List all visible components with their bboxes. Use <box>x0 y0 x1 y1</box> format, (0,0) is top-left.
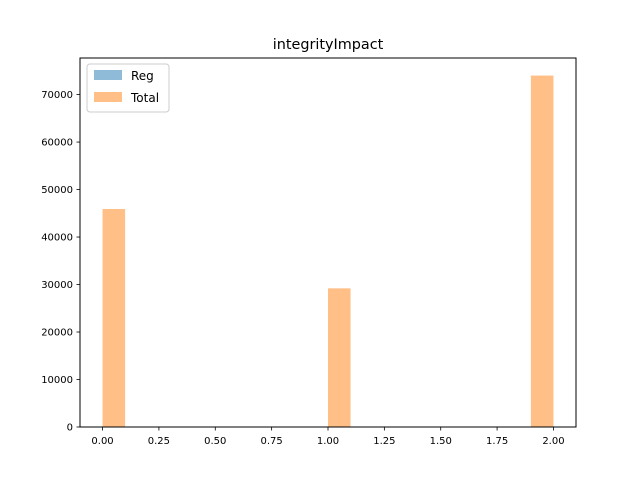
bar-total-1 <box>328 288 351 427</box>
x-tick-label: 0.00 <box>91 436 113 447</box>
bar-total-0 <box>102 209 126 427</box>
legend-label-total: Total <box>130 91 159 105</box>
x-tick-label: 0.75 <box>261 436 283 447</box>
y-tick-label: 30000 <box>41 280 73 291</box>
legend-swatch-reg <box>94 70 122 80</box>
x-tick-label: 0.25 <box>148 436 170 447</box>
y-tick-label: 0 <box>67 423 73 434</box>
y-tick-label: 40000 <box>41 233 73 244</box>
x-tick-label: 1.75 <box>486 436 508 447</box>
bar-total-2 <box>530 75 554 428</box>
y-tick-label: 50000 <box>41 185 73 196</box>
x-tick-label: 1.00 <box>317 436 339 447</box>
legend: Reg Total <box>86 63 170 113</box>
y-tick-label: 10000 <box>41 375 73 386</box>
x-tick-label: 2.00 <box>542 436 564 447</box>
chart-title: integrityImpact <box>273 37 384 53</box>
y-tick-label: 20000 <box>41 328 73 339</box>
y-tick-label: 60000 <box>41 138 73 149</box>
x-tick-label: 1.50 <box>430 436 452 447</box>
y-tick-label: 70000 <box>41 90 73 101</box>
legend-swatch-total <box>94 92 122 102</box>
x-tick-label: 0.50 <box>204 436 226 447</box>
x-tick-label: 1.25 <box>373 436 395 447</box>
legend-label-reg: Reg <box>131 69 154 83</box>
